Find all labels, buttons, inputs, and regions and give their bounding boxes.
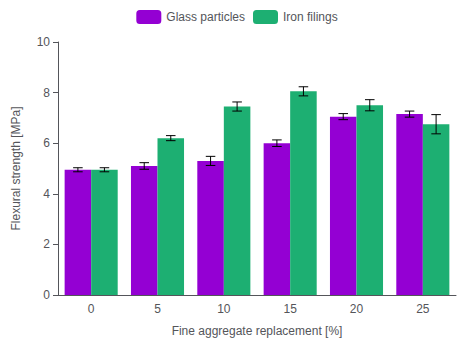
svg-text:Glass particles: Glass particles [166, 10, 245, 24]
svg-text:10: 10 [37, 35, 51, 49]
svg-text:0: 0 [43, 288, 50, 302]
svg-text:5: 5 [154, 302, 161, 316]
svg-text:Fine aggregate replacement [%]: Fine aggregate replacement [%] [172, 324, 343, 338]
svg-text:8: 8 [43, 86, 50, 100]
svg-text:Flexural strength [MPa]: Flexural strength [MPa] [9, 106, 23, 230]
svg-text:6: 6 [43, 136, 50, 150]
svg-text:Iron filings: Iron filings [283, 10, 338, 24]
svg-text:4: 4 [43, 187, 50, 201]
svg-text:20: 20 [350, 302, 364, 316]
svg-text:0: 0 [88, 302, 95, 316]
svg-text:15: 15 [283, 302, 297, 316]
svg-text:2: 2 [43, 237, 50, 251]
svg-text:10: 10 [217, 302, 231, 316]
svg-text:25: 25 [416, 302, 430, 316]
